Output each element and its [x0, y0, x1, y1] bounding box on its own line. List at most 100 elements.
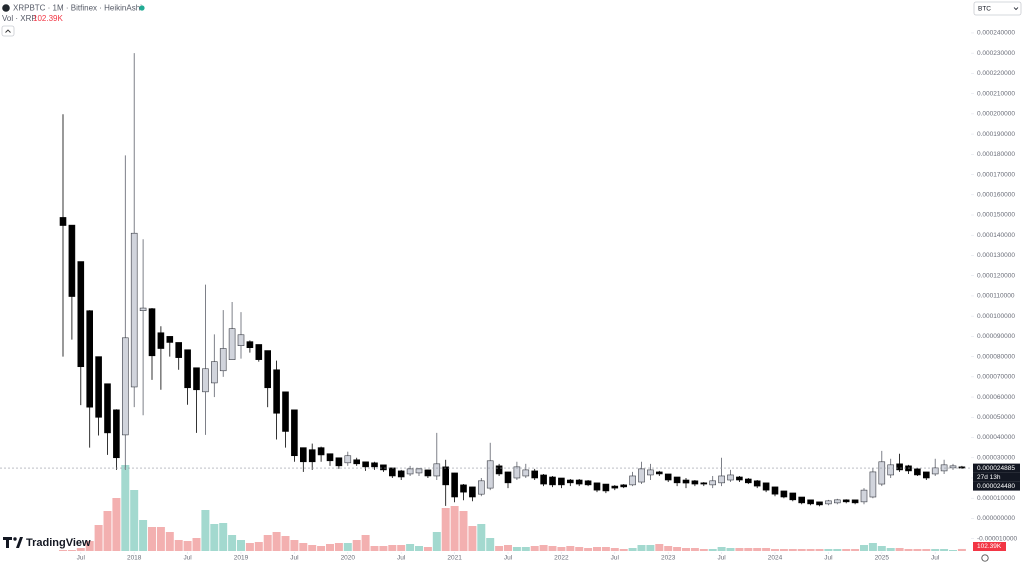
candle-body [833, 499, 841, 504]
candle-body [291, 409, 298, 457]
volume-bar [219, 523, 228, 551]
volume-bar [788, 549, 797, 551]
volume-bar [156, 527, 165, 551]
candle-body [371, 462, 378, 468]
x-tick-label: Jul [611, 555, 620, 562]
collapse-button[interactable] [1, 25, 15, 37]
candle-body [718, 475, 725, 484]
volume-bar [308, 545, 317, 551]
volume-bar [450, 506, 459, 551]
y-tick-label: 0.000110000 [977, 293, 1015, 300]
price-box [973, 463, 1020, 473]
volume-bar [388, 545, 397, 551]
volume-bar [806, 549, 815, 551]
x-tick-label: Jul [504, 555, 513, 562]
candle-body [531, 470, 539, 479]
volume-bar [922, 549, 931, 551]
candle-body [442, 466, 450, 486]
candle-body [851, 499, 859, 504]
volume-bar [726, 548, 735, 551]
volume-bar [610, 548, 619, 551]
volume-bar [343, 543, 352, 551]
x-tick-label: 2018 [127, 555, 142, 562]
y-tick-label: 0.000170000 [977, 171, 1015, 178]
volume-title[interactable]: Vol · XRP [2, 14, 37, 23]
candle-body [59, 217, 67, 226]
candle-body [878, 461, 886, 485]
currency-label: BTC [978, 6, 991, 13]
candle-body [807, 499, 814, 505]
currency-selector[interactable] [973, 1, 1022, 16]
candle-body [130, 232, 138, 388]
candle-body [104, 383, 111, 434]
chart-title[interactable]: XRPBTC · 1M · Bitfinex · HeikinAshi [13, 4, 142, 13]
candle-body [709, 480, 717, 486]
candle-layer [59, 53, 966, 507]
candle-body [424, 469, 432, 477]
volume-bar [85, 541, 94, 551]
candle-body [896, 463, 903, 471]
x-tick-label: Jul [183, 555, 192, 562]
volume-bar [228, 535, 237, 551]
volume-bar [406, 544, 415, 551]
y-tick-label: 0.000180000 [977, 151, 1015, 158]
volume-layer [59, 465, 966, 551]
volume-box [973, 542, 1006, 551]
candle-body [255, 344, 263, 360]
candle-body [949, 465, 957, 469]
volume-bar [886, 548, 895, 551]
candle-body [549, 476, 556, 486]
candle-body [522, 469, 530, 477]
volume-bar [877, 546, 886, 551]
x-tick-label: Jul [397, 555, 406, 562]
volume-bar [334, 543, 343, 551]
volume-bar [183, 541, 192, 551]
candle-body [166, 336, 174, 343]
candle-body [469, 486, 476, 498]
candle-body [68, 224, 76, 297]
candle-body [780, 490, 788, 498]
volume-bar [165, 532, 174, 551]
candle-body [415, 468, 423, 474]
volume-bar [557, 547, 566, 551]
candle-body [406, 468, 414, 475]
candle-body [308, 449, 316, 463]
candle-body [219, 348, 227, 372]
volume-bar [913, 549, 922, 551]
volume-bar [352, 540, 361, 551]
volume-bar [121, 465, 130, 551]
volume-bar [566, 546, 575, 551]
volume-bar [148, 527, 156, 551]
volume-bar [762, 548, 771, 551]
volume-bar [637, 545, 646, 551]
volume-bar [441, 508, 450, 551]
status-dot [139, 5, 145, 11]
y-tick-label: 0.000220000 [977, 70, 1015, 77]
candle-body [842, 499, 850, 503]
prev-price-label: 0.000024480 [977, 483, 1015, 490]
x-tick-label: 2025 [875, 555, 890, 562]
candle-body [816, 501, 823, 506]
volume-bar [94, 525, 103, 551]
candle-body [931, 467, 939, 475]
candle-body [397, 470, 405, 478]
x-tick-label: Jul [717, 555, 726, 562]
volume-bar [895, 548, 904, 551]
y-tick-label: 0.000090000 [977, 333, 1015, 340]
y-tick-label: 0.000100000 [977, 313, 1015, 320]
y-tick-label: 0.000150000 [977, 212, 1015, 219]
candle-body [762, 482, 770, 491]
candle-body [451, 472, 458, 498]
logo-mark [3, 537, 12, 548]
y-tick-label: 0.000120000 [977, 272, 1015, 279]
candle-body [655, 471, 663, 475]
candle-body [122, 337, 129, 436]
volume-bar [797, 549, 806, 551]
volume-bar [744, 548, 753, 551]
volume-bar [299, 543, 308, 551]
candle-body [744, 478, 752, 484]
candle-body [113, 409, 120, 459]
settings-button[interactable] [981, 554, 989, 562]
volume-bar [833, 549, 842, 551]
